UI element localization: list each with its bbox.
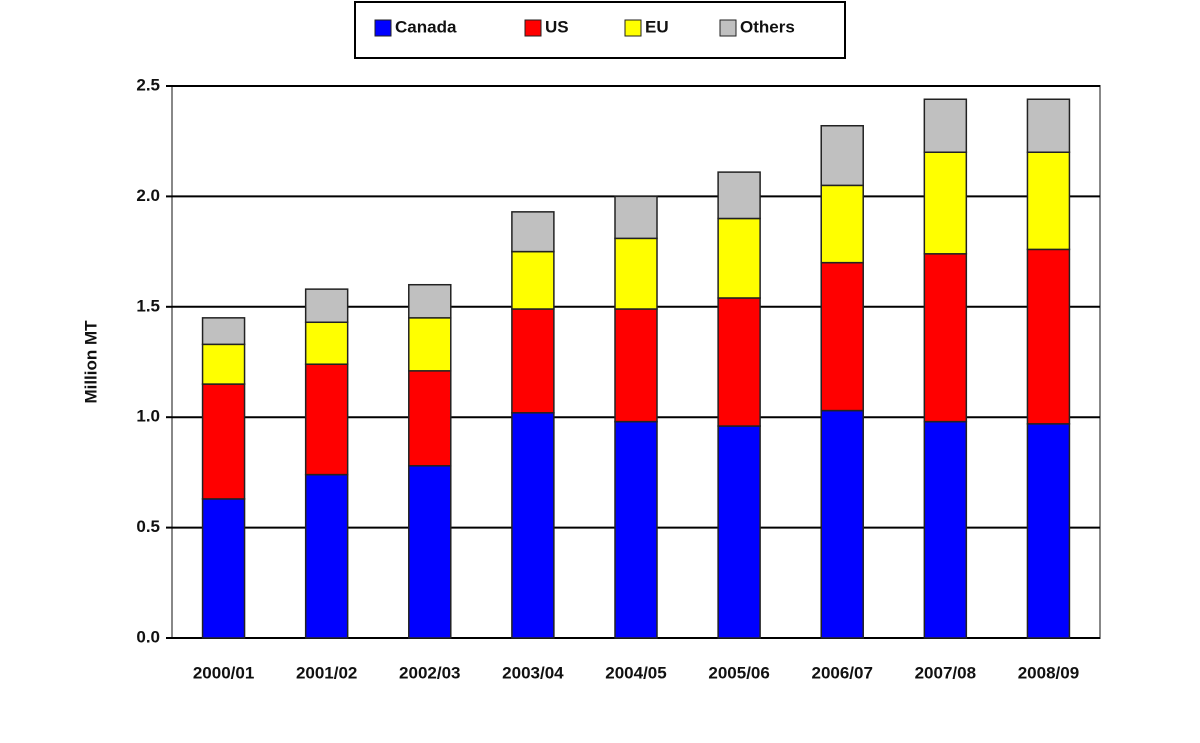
legend-label: US xyxy=(545,17,569,36)
legend-label: EU xyxy=(645,17,669,36)
bar-segment xyxy=(614,195,658,240)
y-tick-label: 2.5 xyxy=(136,75,160,94)
bar-segment xyxy=(717,217,761,299)
bar-segment xyxy=(614,420,658,639)
x-tick-label: 2007/08 xyxy=(915,663,976,682)
y-tick-label: 0.5 xyxy=(136,517,160,536)
y-tick-label: 1.0 xyxy=(136,407,160,426)
x-tick-label: 2008/09 xyxy=(1018,663,1079,682)
x-tick-label: 2004/05 xyxy=(605,663,666,682)
legend-label: Others xyxy=(740,17,795,36)
bar-segment xyxy=(201,498,246,639)
bar-segment xyxy=(201,383,246,500)
bar-segment xyxy=(717,171,761,220)
bar-segment xyxy=(511,250,555,310)
x-tick-label: 2006/07 xyxy=(811,663,872,682)
bar-segment xyxy=(304,321,349,365)
bar-segment xyxy=(1026,423,1071,639)
x-tick-label: 2001/02 xyxy=(296,663,357,682)
bar-segment xyxy=(820,184,864,264)
bar-segment xyxy=(717,425,761,639)
bar-segment xyxy=(923,98,968,153)
bar-segment xyxy=(408,283,452,319)
bar-segment xyxy=(1026,98,1071,153)
bar-segment xyxy=(408,317,452,372)
bar-segment xyxy=(717,297,761,427)
bar-segment xyxy=(923,420,968,639)
legend-swatch xyxy=(719,19,737,37)
bar-segment xyxy=(1026,151,1071,251)
bar-segment xyxy=(820,409,864,639)
bar-segment xyxy=(304,363,349,476)
bar-segment xyxy=(923,151,968,255)
bar-segment xyxy=(820,124,864,187)
legend-box xyxy=(354,1,846,59)
bar-segment xyxy=(201,343,246,385)
bar-segment xyxy=(511,211,555,253)
legend-swatch xyxy=(374,19,392,37)
bar-segment xyxy=(304,288,349,324)
y-tick-label: 2.0 xyxy=(136,186,160,205)
bar-segment xyxy=(511,308,555,414)
bar-segment xyxy=(820,261,864,412)
x-tick-label: 2005/06 xyxy=(708,663,769,682)
bar-segment xyxy=(1026,248,1071,425)
bar-segment xyxy=(304,473,349,639)
x-tick-label: 2002/03 xyxy=(399,663,460,682)
bar-segment xyxy=(614,237,658,310)
bar-segment xyxy=(408,465,452,639)
y-tick-label: 0.0 xyxy=(136,627,160,646)
bar-segment xyxy=(408,370,452,467)
legend-swatch xyxy=(524,19,542,37)
bar-segment xyxy=(201,317,246,346)
bar-segment xyxy=(614,308,658,423)
x-tick-label: 2003/04 xyxy=(502,663,564,682)
x-tick-label: 2000/01 xyxy=(193,663,254,682)
y-axis-label: Million MT xyxy=(81,320,100,404)
legend-swatch xyxy=(624,19,642,37)
legend-label: Canada xyxy=(395,17,457,36)
y-tick-label: 1.5 xyxy=(136,296,160,315)
bar-segment xyxy=(511,412,555,639)
bar-segment xyxy=(923,253,968,423)
